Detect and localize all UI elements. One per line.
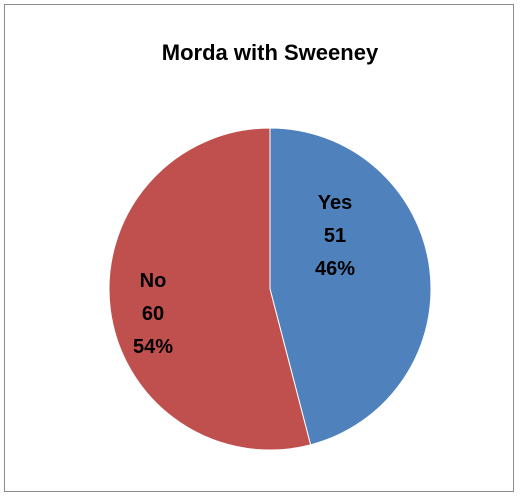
label-category: No xyxy=(140,270,167,292)
chart-title: Morda with Sweeney xyxy=(161,40,379,65)
label-value: 60 xyxy=(142,303,164,325)
data-label-no: No 60 54% xyxy=(133,270,173,358)
label-percent: 54% xyxy=(133,336,173,358)
label-percent: 46% xyxy=(315,258,355,280)
label-category: Yes xyxy=(318,192,352,214)
pie-slice-yes xyxy=(269,127,432,446)
label-value: 51 xyxy=(324,225,346,247)
pie-slice-no xyxy=(108,127,312,451)
data-label-yes: Yes 51 46% xyxy=(315,192,355,280)
